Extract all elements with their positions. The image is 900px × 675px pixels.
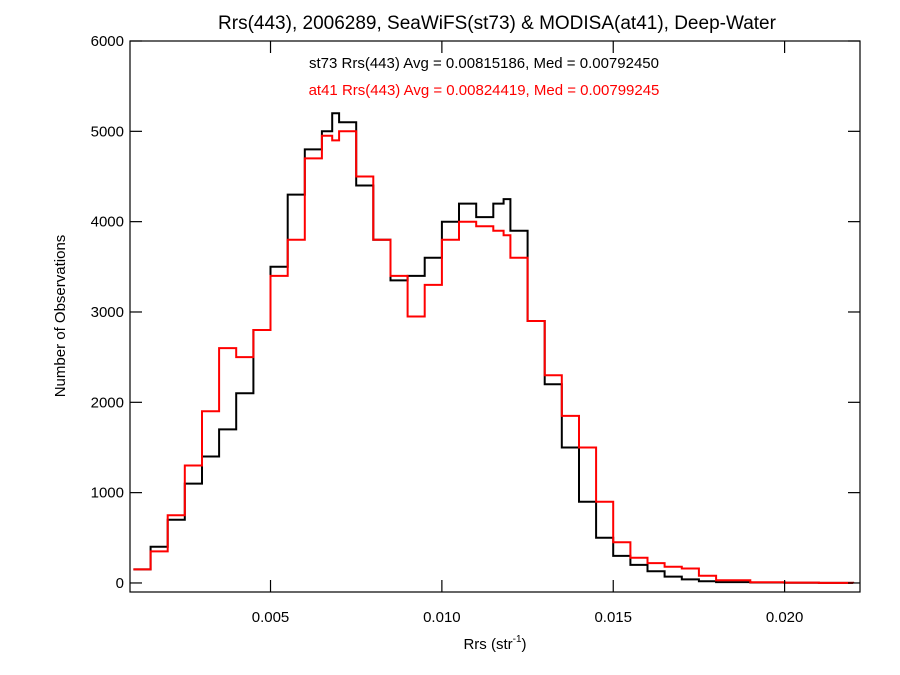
x-axis: 0.005 0.010 0.015 0.020 <box>252 41 804 626</box>
annotation-at41-stats: at41 Rrs(443) Avg = 0.00824419, Med = 0.… <box>309 82 660 99</box>
y-tick-label-1: 1000 <box>91 485 124 502</box>
y-tick-label-6: 6000 <box>91 33 124 50</box>
y-tick-label-0: 0 <box>116 575 124 592</box>
x-tick-label-3: 0.020 <box>766 609 804 626</box>
y-tick-label-2: 2000 <box>91 394 124 411</box>
y-tick-label-4: 4000 <box>91 214 124 231</box>
y-tick-label-3: 3000 <box>91 304 124 321</box>
annotation-st73-stats: st73 Rrs(443) Avg = 0.00815186, Med = 0.… <box>309 55 659 72</box>
x-axis-label-close: ) <box>522 636 527 653</box>
series-line-0 <box>133 112 855 584</box>
plot-frame <box>129 40 861 593</box>
x-tick-label-2: 0.015 <box>594 609 632 626</box>
y-tick-label-5: 5000 <box>91 123 124 140</box>
y-axis-label: Number of Observations <box>52 235 69 398</box>
x-axis-label: Rrs (str-1) <box>463 634 526 653</box>
x-tick-label-0: 0.005 <box>252 609 290 626</box>
series-line-1 <box>133 130 855 584</box>
x-axis-label-main: Rrs (str <box>463 636 512 653</box>
chart-title: Rrs(443), 2006289, SeaWiFS(st73) & MODIS… <box>218 13 777 34</box>
series-layer <box>133 112 855 584</box>
y-axis: 0 1000 2000 3000 4000 5000 6000 <box>91 33 860 592</box>
x-axis-label-superscript: -1 <box>513 634 522 645</box>
x-tick-label-1: 0.010 <box>423 609 461 626</box>
